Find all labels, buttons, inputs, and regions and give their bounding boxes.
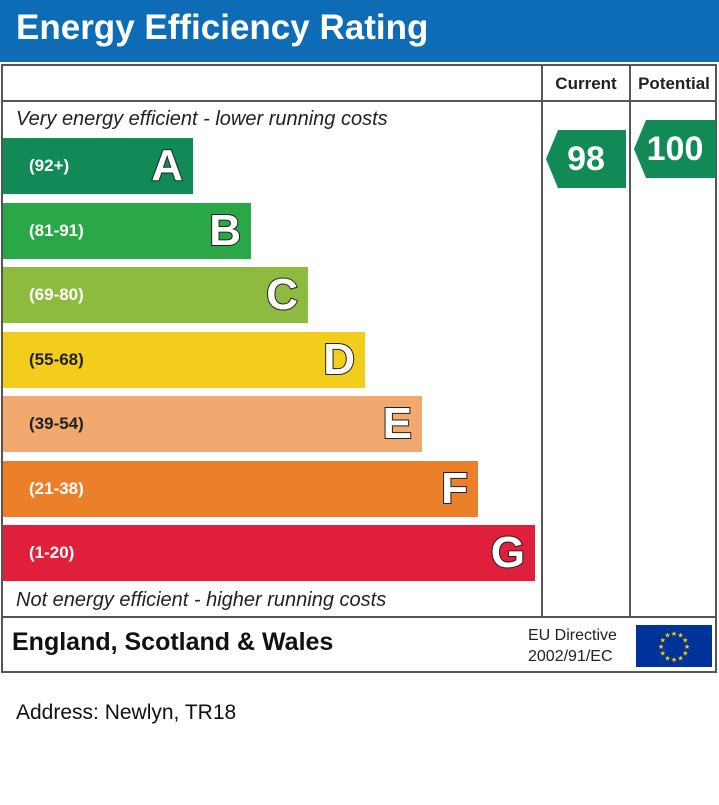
eu-star-icon: ★ (660, 650, 666, 658)
directive-line-2: 2002/91/EC (528, 648, 613, 665)
region-label: England, Scotland & Wales (12, 628, 334, 656)
band-range-label: (92+) (29, 156, 70, 175)
band-range-label: (55-68) (29, 349, 84, 369)
band-letter: B (208, 205, 242, 256)
eu-star-icon: ★ (660, 637, 666, 645)
eu-star-icon: ★ (677, 654, 683, 662)
address-text: Address: Newlyn, TR18 (16, 701, 237, 724)
band-g: (1-20) G (3, 525, 535, 581)
band-b: (81-91) B (3, 202, 251, 259)
column-header-current: Current (555, 74, 617, 93)
potential-rating-value: 100 (646, 130, 704, 168)
band-range-label: (81-91) (29, 220, 84, 240)
header-bar: Energy Efficiency Rating (0, 0, 719, 62)
column-divider-current (541, 64, 543, 618)
eu-star-icon: ★ (658, 643, 664, 651)
band-c: (69-80) C (3, 267, 308, 323)
band-letter: E (382, 398, 413, 449)
top-caption: Very energy efficient - lower running co… (16, 108, 388, 130)
column-header-potential: Potential (638, 74, 710, 93)
eu-star-icon: ★ (671, 630, 677, 638)
eu-star-icon: ★ (677, 632, 683, 640)
directive-line-1: EU Directive (528, 627, 617, 644)
band-range-label: (1-20) (29, 543, 75, 562)
band-e: (39-54) E (3, 396, 422, 452)
band-range-label: (39-54) (29, 414, 84, 433)
current-rating-arrow: 98 (546, 130, 626, 188)
band-f: (21-38) F (3, 460, 478, 517)
band-letter: G (490, 527, 526, 578)
header-divider (1, 100, 717, 102)
potential-rating-arrow: 100 (634, 120, 716, 178)
band-letter: D (322, 334, 356, 385)
eu-star-icon: ★ (682, 650, 688, 658)
current-rating-value: 98 (567, 140, 605, 178)
chart-frame (1, 64, 717, 673)
eu-star-icon: ★ (682, 637, 688, 645)
eu-star-icon: ★ (671, 656, 677, 664)
band-letter: A (150, 140, 184, 191)
band-letter: C (265, 269, 299, 320)
band-letter: F (440, 463, 469, 514)
band-d: (55-68) D (3, 331, 365, 388)
band-range-label: (21-38) (29, 478, 84, 498)
footer-divider (1, 616, 717, 618)
page-title: Energy Efficiency Rating (16, 8, 429, 47)
band-range-label: (69-80) (29, 285, 84, 304)
band-a: (92+) A (3, 138, 193, 194)
eu-flag-icon: ★ ★ ★ ★ ★ ★ ★ ★ ★ ★ ★ ★ (636, 625, 712, 667)
bottom-caption: Not energy efficient - higher running co… (16, 589, 387, 611)
eu-star-icon: ★ (664, 654, 670, 662)
eu-star-icon: ★ (684, 643, 690, 651)
eu-star-icon: ★ (664, 632, 670, 640)
column-divider-potential (629, 64, 631, 618)
